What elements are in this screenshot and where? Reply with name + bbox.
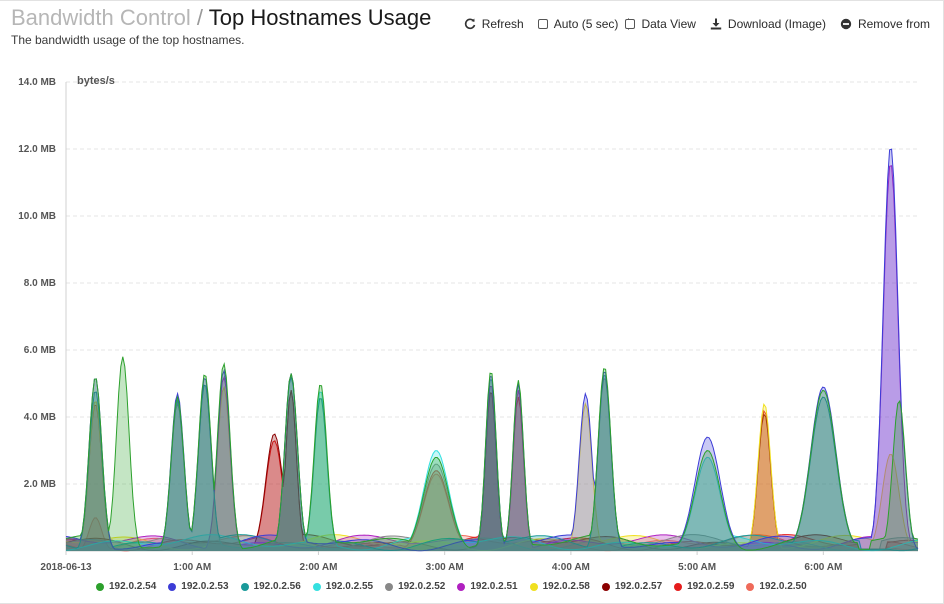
y-tick-label: 10.0 MB (18, 211, 56, 222)
legend-item[interactable]: 192.0.2.52 (385, 581, 445, 592)
x-tick-label: 6:00 AM (804, 562, 842, 573)
y-tick-label: 12.0 MB (18, 144, 56, 155)
legend-label: 192.0.2.54 (109, 581, 157, 592)
series-area-192.0.2.56 (66, 375, 918, 551)
series-area-192.0.2.51 (66, 165, 918, 552)
legend-label: 192.0.2.59 (687, 581, 735, 592)
download-icon (710, 18, 722, 30)
y-tick-label: 2.0 MB (24, 479, 56, 490)
x-tick-label: 2018-06-13 (40, 562, 92, 573)
legend-label: 192.0.2.53 (181, 581, 229, 592)
legend-item[interactable]: 192.0.2.54 (96, 581, 156, 592)
y-tick-label: 14.0 MB (18, 77, 56, 88)
x-tick-label: 3:00 AM (426, 562, 464, 573)
data-view-label: Data View (641, 17, 696, 31)
legend-swatch (457, 582, 466, 591)
x-tick-label: 2:00 AM (299, 562, 337, 573)
breadcrumb-separator: / (196, 5, 204, 30)
legend-label: 192.0.2.57 (614, 581, 663, 592)
legend-label: 192.0.2.50 (759, 581, 807, 592)
breadcrumb-current: Top Hostnames Usage (208, 5, 432, 30)
legend-item[interactable]: 192.0.2.56 (240, 581, 301, 592)
y-tick-label: 8.0 MB (24, 278, 56, 289)
series-area-192.0.2.55 (66, 392, 918, 551)
series-area-192.0.2.54 (66, 356, 918, 551)
series-area-192.0.2.57 (66, 390, 918, 551)
legend-label: 192.0.2.52 (398, 581, 446, 592)
legend-item[interactable]: 192.0.2.50 (746, 581, 807, 592)
legend-item[interactable]: 192.0.2.53 (168, 581, 229, 592)
legend-label: 192.0.2.51 (470, 581, 518, 592)
series-area-192.0.2.53 (66, 149, 918, 551)
download-image-button[interactable]: Download (Image) (710, 17, 826, 31)
series-area-192.0.2.50 (66, 474, 918, 551)
series-area-192.0.2.59 (66, 390, 918, 551)
remove-from-button[interactable]: Remove from (840, 17, 930, 31)
legend-swatch (168, 582, 177, 591)
refresh-icon (464, 18, 475, 30)
refresh-label: Refresh (481, 17, 524, 31)
legend-swatch (312, 582, 321, 591)
auto-refresh-toggle[interactable]: Auto (5 sec) (537, 17, 619, 31)
series-line-192.0.2.54 (65, 356, 919, 551)
bandwidth-area-chart: 14.0 MB 12.0 MB 10.0 MB 8.0 MB 6.0 MB 4.0 MB 2… (18, 75, 919, 573)
legend-label: 192.0.2.56 (253, 581, 301, 592)
data-view-checkbox[interactable] (625, 19, 636, 29)
refresh-button[interactable]: Refresh (464, 17, 524, 31)
data-view-toggle[interactable]: Data View (625, 17, 696, 31)
legend-swatch (746, 582, 755, 591)
toolbar: Refresh Auto (5 sec) Data View Download … (464, 16, 930, 32)
legend-item[interactable]: 192.0.2.51 (457, 581, 518, 592)
y-tick-label: 6.0 MB (24, 345, 56, 356)
x-tick-label: 4:00 AM (552, 562, 590, 573)
legend-label: 192.0.2.55 (325, 581, 374, 592)
minus-circle-icon (840, 18, 852, 30)
legend-label: 192.0.2.58 (542, 581, 590, 592)
breadcrumb-parent[interactable]: Bandwidth Control (11, 5, 191, 30)
remove-from-label: Remove from (857, 17, 930, 31)
legend-item[interactable]: 192.0.2.55 (312, 581, 374, 592)
legend-item[interactable]: 192.0.2.59 (674, 581, 734, 592)
legend-swatch (529, 582, 538, 591)
legend-swatch (385, 582, 394, 591)
x-tick-label: 5:00 AM (678, 562, 716, 573)
download-label: Download (Image) (727, 17, 826, 31)
x-tick-label: 1:00 AM (173, 562, 211, 573)
legend-item[interactable]: 192.0.2.57 (601, 581, 663, 592)
legend-swatch (601, 582, 610, 591)
y-axis-label: bytes/s (77, 75, 115, 87)
legend-swatch (240, 582, 249, 591)
page-subtitle: The bandwidth usage of the top hostnames… (11, 33, 245, 47)
auto-refresh-label: Auto (5 sec) (553, 17, 619, 31)
legend-swatch (96, 582, 104, 591)
page-title: Bandwidth Control / Top Hostnames Usage (11, 4, 431, 32)
chart-legend: 192.0.2.54 192.0.2.53 192.0.2.56 192.0.2.55… (96, 581, 819, 592)
y-tick-label: 4.0 MB (24, 412, 56, 423)
auto-refresh-checkbox[interactable] (537, 19, 548, 29)
legend-item[interactable]: 192.0.2.58 (529, 581, 590, 592)
legend-swatch (674, 582, 683, 591)
